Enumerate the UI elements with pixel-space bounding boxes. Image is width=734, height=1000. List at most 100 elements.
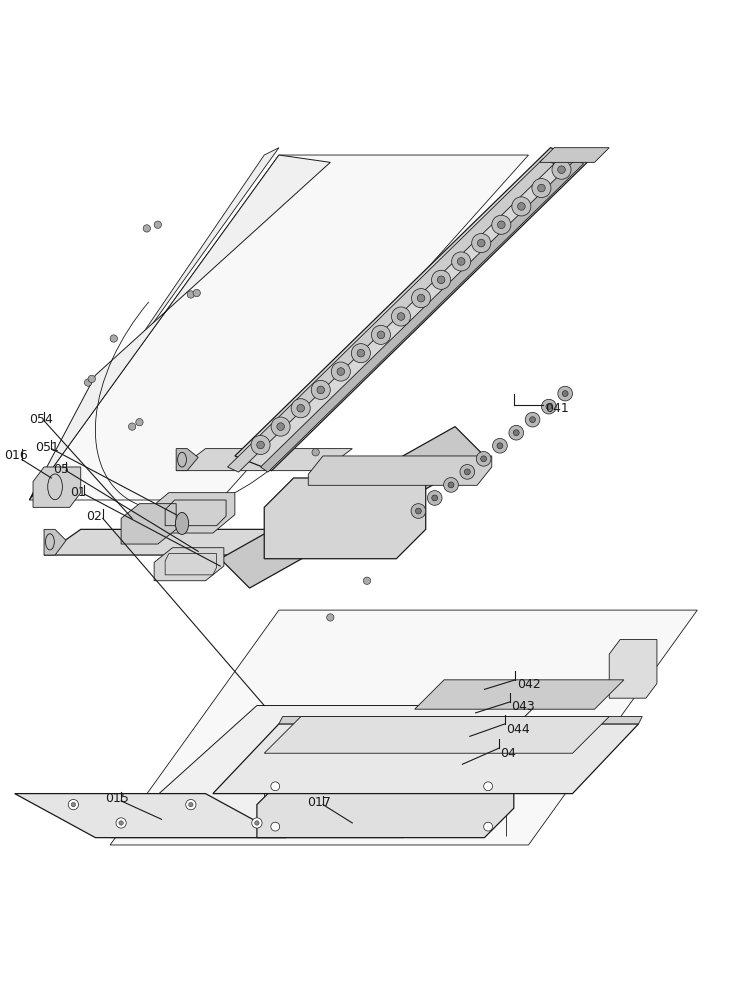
Text: 054: 054	[29, 413, 54, 426]
Circle shape	[558, 166, 565, 174]
Circle shape	[271, 782, 280, 791]
Circle shape	[193, 289, 200, 297]
Circle shape	[498, 221, 505, 229]
Circle shape	[116, 818, 126, 828]
Circle shape	[252, 818, 262, 828]
Circle shape	[268, 522, 275, 529]
Circle shape	[526, 412, 540, 427]
Circle shape	[88, 375, 95, 383]
Polygon shape	[154, 548, 224, 581]
Circle shape	[71, 802, 76, 807]
Polygon shape	[261, 159, 584, 472]
Circle shape	[68, 799, 79, 810]
Circle shape	[271, 417, 290, 436]
Circle shape	[558, 386, 573, 401]
Circle shape	[371, 325, 390, 344]
Circle shape	[451, 252, 470, 271]
Circle shape	[484, 822, 493, 831]
Circle shape	[512, 197, 531, 216]
Circle shape	[476, 451, 491, 466]
Polygon shape	[264, 478, 426, 559]
Text: 05: 05	[53, 463, 69, 476]
Polygon shape	[29, 155, 330, 500]
Circle shape	[143, 225, 150, 232]
Circle shape	[407, 522, 415, 529]
Circle shape	[417, 294, 425, 302]
Circle shape	[352, 344, 371, 363]
Circle shape	[481, 456, 487, 462]
Text: 042: 042	[517, 678, 540, 691]
Polygon shape	[213, 724, 639, 794]
Circle shape	[517, 203, 526, 210]
Circle shape	[427, 491, 442, 505]
Circle shape	[532, 179, 551, 198]
Polygon shape	[121, 504, 176, 544]
Circle shape	[443, 478, 458, 492]
Text: 043: 043	[512, 700, 535, 713]
Circle shape	[297, 404, 305, 412]
Circle shape	[546, 404, 552, 410]
Circle shape	[377, 331, 385, 339]
Circle shape	[189, 802, 193, 807]
Ellipse shape	[175, 512, 189, 534]
Circle shape	[327, 614, 334, 621]
Circle shape	[251, 435, 270, 454]
Polygon shape	[147, 493, 235, 533]
Circle shape	[457, 258, 465, 265]
Polygon shape	[235, 148, 587, 471]
Circle shape	[437, 276, 445, 284]
Circle shape	[391, 307, 410, 326]
Polygon shape	[176, 449, 352, 471]
Circle shape	[477, 239, 485, 247]
Circle shape	[562, 391, 568, 397]
Circle shape	[432, 495, 437, 501]
Circle shape	[432, 270, 451, 289]
Text: 016: 016	[4, 449, 27, 462]
Circle shape	[537, 184, 545, 192]
Polygon shape	[110, 706, 536, 838]
Polygon shape	[15, 794, 286, 838]
Polygon shape	[110, 610, 697, 845]
Polygon shape	[29, 148, 279, 500]
Circle shape	[552, 160, 571, 179]
Circle shape	[472, 234, 491, 253]
Polygon shape	[29, 155, 528, 500]
Circle shape	[154, 221, 161, 228]
Circle shape	[357, 349, 365, 357]
Polygon shape	[220, 427, 484, 588]
Circle shape	[291, 399, 310, 418]
Circle shape	[513, 430, 519, 436]
Text: 02: 02	[87, 510, 103, 523]
Circle shape	[311, 380, 330, 399]
Circle shape	[331, 362, 350, 381]
Circle shape	[110, 335, 117, 342]
Circle shape	[84, 379, 92, 386]
Circle shape	[493, 438, 507, 453]
Circle shape	[497, 443, 503, 449]
Circle shape	[412, 289, 431, 308]
Circle shape	[186, 799, 196, 810]
Circle shape	[187, 291, 195, 298]
Text: 015: 015	[105, 792, 129, 805]
Polygon shape	[264, 717, 609, 753]
Polygon shape	[539, 148, 609, 162]
Circle shape	[413, 523, 421, 531]
Circle shape	[271, 822, 280, 831]
Polygon shape	[279, 717, 642, 724]
Circle shape	[136, 419, 143, 426]
Circle shape	[530, 417, 536, 423]
Circle shape	[317, 386, 324, 394]
Circle shape	[312, 449, 319, 456]
Circle shape	[448, 482, 454, 488]
Text: 044: 044	[506, 723, 530, 736]
Circle shape	[277, 423, 285, 430]
Polygon shape	[228, 159, 554, 472]
Circle shape	[411, 504, 426, 518]
Polygon shape	[44, 529, 279, 555]
Polygon shape	[308, 456, 492, 485]
Circle shape	[128, 423, 136, 430]
Circle shape	[460, 465, 475, 479]
Text: 041: 041	[545, 402, 568, 415]
Circle shape	[509, 425, 523, 440]
Circle shape	[415, 508, 421, 514]
